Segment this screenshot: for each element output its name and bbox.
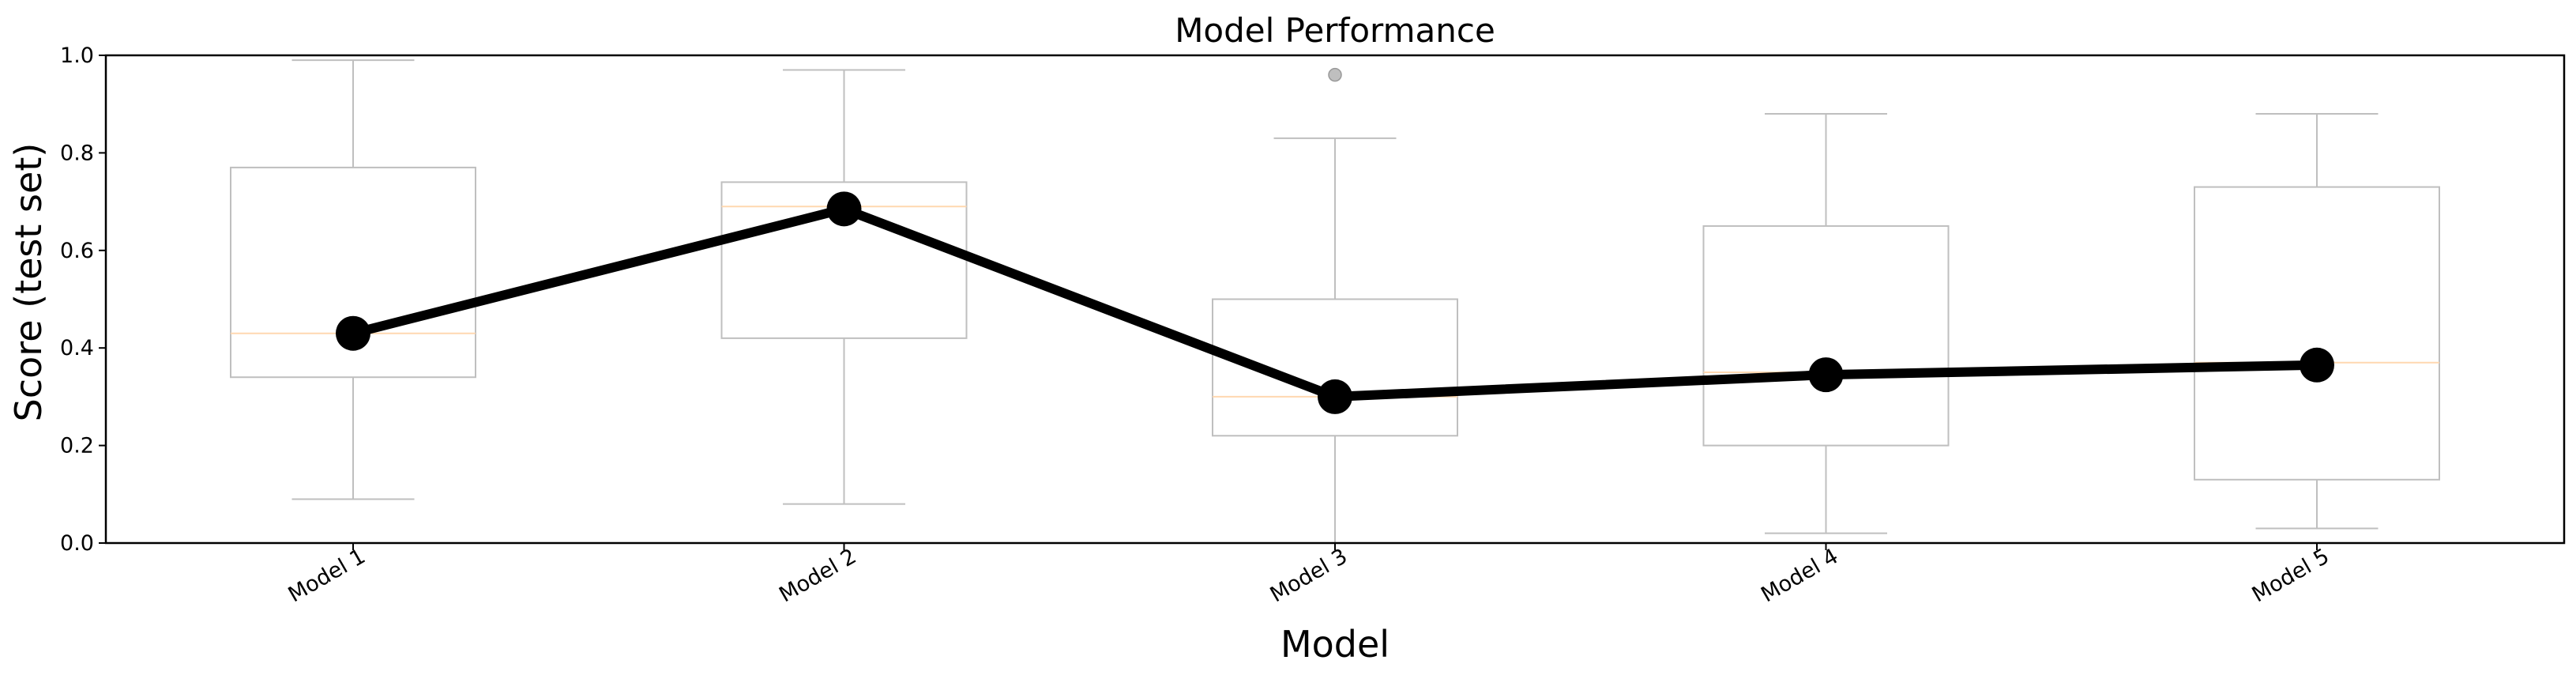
- y-tick-label: 0.0: [60, 531, 94, 556]
- mean-point-2: [826, 191, 862, 227]
- y-axis-ticks: 0.0 0.2 0.4 0.6 0.8 1.0: [60, 43, 106, 556]
- x-tick-label: Model 3: [1266, 544, 1352, 607]
- box-3: [1212, 67, 1458, 544]
- y-tick-label: 1.0: [60, 43, 94, 68]
- x-tick-label: Model 2: [775, 544, 860, 607]
- chart-title: Model Performance: [1175, 11, 1495, 50]
- x-axis-label: Model: [1280, 623, 1390, 666]
- x-axis-ticks: Model 1 Model 2 Model 3 Model 4 Model 5: [284, 543, 2333, 607]
- iqr-box: [2194, 186, 2440, 481]
- y-tick-label: 0.8: [60, 141, 94, 165]
- x-tick-label: Model 4: [1757, 544, 1842, 607]
- box-2: [720, 69, 968, 505]
- mean-point-4: [1808, 357, 1844, 393]
- mean-point-1: [336, 315, 370, 351]
- x-tick-label: Model 1: [284, 544, 370, 607]
- mean-point-3: [1318, 379, 1352, 414]
- y-tick-label: 0.4: [60, 336, 94, 360]
- mean-point-5: [2300, 347, 2334, 383]
- iqr-box: [230, 166, 476, 379]
- iqr-box: [1212, 298, 1458, 437]
- plot-content: [230, 59, 2440, 544]
- y-tick-label: 0.2: [60, 434, 94, 458]
- box-5: [2194, 113, 2440, 530]
- outlier-point: [1328, 67, 1342, 82]
- y-axis-label: Score (test set): [7, 143, 50, 422]
- box-4: [1702, 113, 1950, 534]
- box-1: [230, 59, 476, 500]
- iqr-box: [1702, 224, 1950, 447]
- x-tick-label: Model 5: [2248, 544, 2333, 607]
- y-tick-label: 0.6: [60, 239, 94, 263]
